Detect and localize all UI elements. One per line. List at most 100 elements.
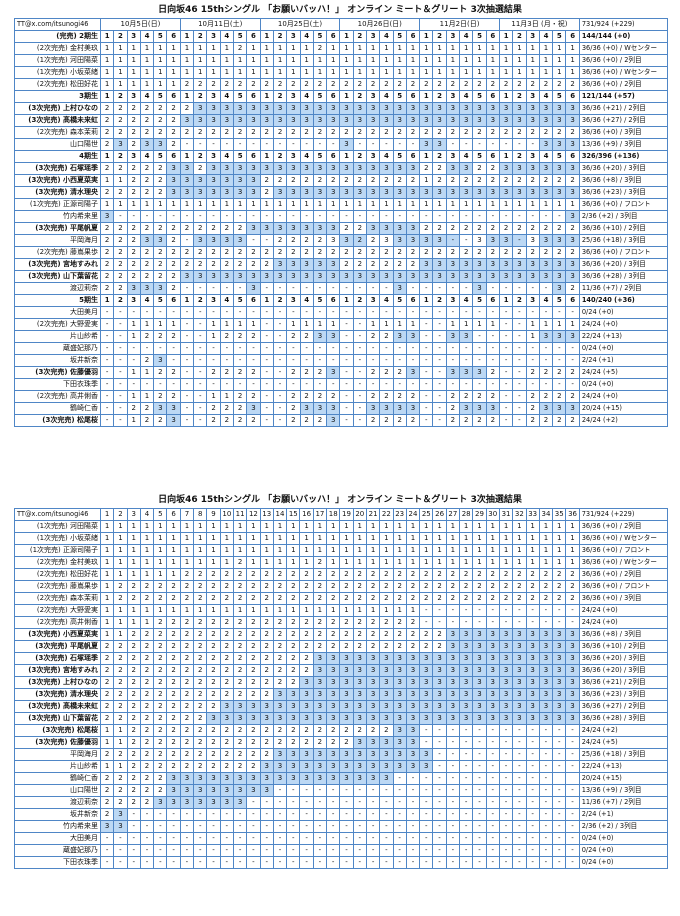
slot-cell: - xyxy=(179,138,195,151)
slot-cell: 2 xyxy=(552,592,567,605)
slot-cell: - xyxy=(339,330,354,343)
slot-cell: 3 xyxy=(552,270,567,283)
slot-cell: 2 xyxy=(286,174,301,187)
slot-cell: - xyxy=(552,378,567,391)
slot-cell: 2 xyxy=(193,652,208,665)
slot-cell: 2 xyxy=(312,580,328,593)
slot-cell: 2 xyxy=(272,676,288,689)
slot-cell: 2 xyxy=(352,258,367,271)
slot-cell: 3 xyxy=(445,700,461,713)
slot-cell: 2 xyxy=(179,640,195,653)
slot-cell: 2 xyxy=(419,580,434,593)
slot-cell: - xyxy=(432,402,447,415)
slot-cell: 2 xyxy=(379,724,394,737)
slot-cell: 2 xyxy=(113,688,128,701)
slot-cell: 2 xyxy=(139,174,155,187)
slot-cell: 3 xyxy=(312,102,328,115)
slot-cell: 3 xyxy=(392,760,407,773)
slot-cell: 2 xyxy=(259,580,274,593)
slot-cell: 2 xyxy=(286,652,301,665)
slot-cell: 3 xyxy=(538,712,554,725)
slot-cell: - xyxy=(512,282,527,295)
slot-cell: 3 xyxy=(166,414,181,427)
slot-cell: 5 xyxy=(392,30,407,43)
slot-cell: 1 xyxy=(459,544,474,557)
slot-cell: - xyxy=(339,832,354,845)
slot-cell: 1 xyxy=(179,42,195,55)
slot-cell: 1 xyxy=(272,198,288,211)
slot-cell: - xyxy=(246,808,261,821)
slot-cell: - xyxy=(459,604,474,617)
slot-cell: - xyxy=(246,796,261,809)
summary-cell: 36/36 (+0) / Wセンター xyxy=(578,532,668,545)
slot-number-header: 33 xyxy=(525,508,540,521)
slot-cell: - xyxy=(339,808,354,821)
slot-cell: - xyxy=(286,844,301,857)
slot-cell: 3 xyxy=(312,652,328,665)
slot-cell: 3 xyxy=(179,186,195,199)
slot-cell: 3 xyxy=(459,688,474,701)
slot-cell: 2 xyxy=(419,628,434,641)
slot-cell: 1 xyxy=(99,760,115,773)
slot-cell: - xyxy=(419,306,434,319)
slot-cell: - xyxy=(538,784,554,797)
slot-cell: - xyxy=(538,832,554,845)
slot-cell: - xyxy=(246,234,261,247)
slot-cell: 1 xyxy=(126,568,141,581)
slot-cell: - xyxy=(272,820,288,833)
slot-cell: 3 xyxy=(445,114,461,127)
slot-cell: 1 xyxy=(113,198,128,211)
slot-cell: 3 xyxy=(419,688,434,701)
slot-cell: - xyxy=(445,796,461,809)
slot-cell: 3 xyxy=(525,676,540,689)
slot-cell: 2 xyxy=(179,760,195,773)
summary-cell: 36/36 (+27) / 2列目 xyxy=(578,114,668,127)
slot-cell: 1 xyxy=(512,532,527,545)
slot-cell: - xyxy=(472,736,487,749)
slot-cell: 3 xyxy=(405,330,421,343)
slot-cell: 2 xyxy=(538,390,554,403)
slot-cell: 2 xyxy=(232,616,248,629)
slot-cell: 2 xyxy=(193,568,208,581)
slot-cell: - xyxy=(339,306,354,319)
slot-cell: 1 xyxy=(299,54,314,67)
slot-cell: 3 xyxy=(299,222,314,235)
slot-cell: 3 xyxy=(126,282,141,295)
slot-cell: 2 xyxy=(432,174,447,187)
slot-cell: 1 xyxy=(113,556,128,569)
slot-cell: 3 xyxy=(459,700,474,713)
date-header: 10月11日(土) xyxy=(179,18,261,31)
slot-cell: 2 xyxy=(312,556,328,569)
table-row: (2次完売) 森本茉莉 1 2 2 2 2 2 2 2 2 2 2 2 2 2 2 2 2 2 2 2 2 2 2 2 2 2 2 2 2… xyxy=(14,592,668,605)
slot-cell: - xyxy=(326,342,341,355)
slot-cell: - xyxy=(525,808,540,821)
slot-cell: 2 xyxy=(286,126,301,139)
slot-cell: - xyxy=(432,760,447,773)
slot-cell: 2 xyxy=(326,126,341,139)
slot-cell: 2 xyxy=(512,246,527,259)
slot-cell: - xyxy=(459,342,474,355)
slot-cell: 2 xyxy=(219,402,235,415)
slot-cell: 2 xyxy=(99,246,115,259)
slot-cell: 2 xyxy=(272,126,288,139)
slot-cell: - xyxy=(512,138,527,151)
slot-cell: 2 xyxy=(219,736,234,749)
slot-cell: - xyxy=(525,760,540,773)
slot-cell: 1 xyxy=(432,198,447,211)
slot-cell: 2 xyxy=(232,748,248,761)
slot-number-header: 18 xyxy=(326,508,341,521)
slot-cell: - xyxy=(286,342,301,355)
slot-cell: 6 xyxy=(166,30,181,43)
slot-cell: - xyxy=(472,210,487,223)
slot-cell: 2 xyxy=(153,126,168,139)
slot-cell: 3 xyxy=(166,162,181,175)
slot-cell: 3 xyxy=(312,772,328,785)
slot-cell: 3 xyxy=(432,234,447,247)
slot-cell: 2 xyxy=(126,258,141,271)
slot-cell: - xyxy=(512,796,527,809)
slot-cell: 3 xyxy=(432,652,447,665)
slot-cell: - xyxy=(405,138,421,151)
slot-cell: 2 xyxy=(405,78,421,91)
slot-cell: 2 xyxy=(512,78,527,91)
slot-cell: 1 xyxy=(299,544,314,557)
